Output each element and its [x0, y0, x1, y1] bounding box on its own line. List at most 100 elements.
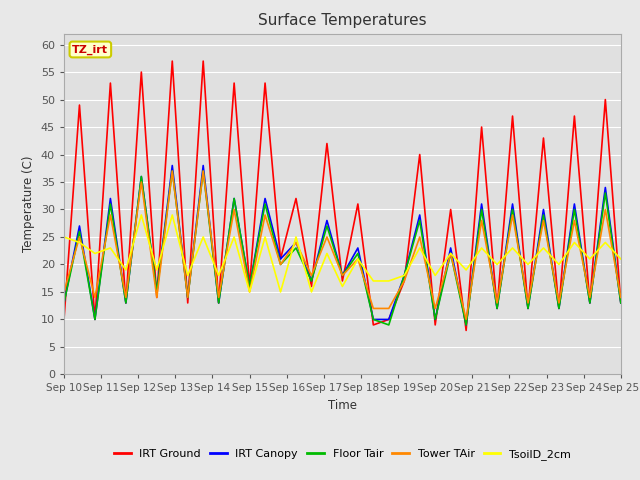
IRT Canopy: [60, 300, 68, 306]
Tower TAir: [431, 306, 439, 312]
TsoilD_2cm: [276, 289, 284, 295]
IRT Canopy: [416, 212, 424, 218]
Tower TAir: [230, 206, 238, 212]
IRT Canopy: [91, 316, 99, 322]
IRT Ground: [354, 201, 362, 207]
Floor Tair: [555, 306, 563, 312]
IRT Canopy: [215, 300, 223, 306]
Tower TAir: [106, 212, 115, 218]
Tower TAir: [540, 217, 547, 223]
Tower TAir: [308, 273, 316, 278]
IRT Ground: [401, 278, 408, 284]
Floor Tair: [168, 168, 176, 174]
Tower TAir: [91, 295, 99, 300]
IRT Ground: [524, 306, 532, 312]
IRT Ground: [106, 80, 115, 86]
Line: Tower TAir: Tower TAir: [64, 171, 621, 319]
IRT Ground: [586, 300, 594, 306]
TsoilD_2cm: [184, 273, 191, 278]
Legend: IRT Ground, IRT Canopy, Floor Tair, Tower TAir, TsoilD_2cm: IRT Ground, IRT Canopy, Floor Tair, Towe…: [109, 444, 575, 464]
Floor Tair: [308, 278, 316, 284]
Tower TAir: [602, 206, 609, 212]
Tower TAir: [168, 168, 176, 174]
Floor Tair: [292, 245, 300, 251]
Line: TsoilD_2cm: TsoilD_2cm: [64, 215, 621, 292]
Floor Tair: [106, 201, 115, 207]
Title: Surface Temperatures: Surface Temperatures: [258, 13, 427, 28]
Tower TAir: [354, 256, 362, 262]
IRT Ground: [215, 300, 223, 306]
IRT Ground: [477, 124, 485, 130]
Floor Tair: [184, 295, 191, 300]
Tower TAir: [416, 234, 424, 240]
TsoilD_2cm: [416, 245, 424, 251]
IRT Canopy: [246, 284, 253, 289]
Floor Tair: [354, 251, 362, 256]
IRT Ground: [509, 113, 516, 119]
IRT Canopy: [617, 300, 625, 306]
IRT Canopy: [153, 289, 161, 295]
Floor Tair: [369, 316, 377, 322]
Tower TAir: [555, 300, 563, 306]
IRT Canopy: [230, 196, 238, 202]
Tower TAir: [493, 300, 501, 306]
IRT Ground: [184, 300, 191, 306]
Floor Tair: [91, 316, 99, 322]
IRT Ground: [230, 80, 238, 86]
TsoilD_2cm: [153, 267, 161, 273]
Floor Tair: [524, 306, 532, 312]
Floor Tair: [540, 212, 547, 218]
IRT Canopy: [292, 240, 300, 245]
Tower TAir: [339, 273, 346, 278]
IRT Ground: [462, 327, 470, 333]
IRT Ground: [447, 206, 454, 212]
IRT Ground: [339, 278, 346, 284]
IRT Canopy: [462, 322, 470, 328]
Floor Tair: [215, 300, 223, 306]
IRT Canopy: [323, 217, 331, 223]
Line: IRT Canopy: IRT Canopy: [64, 166, 621, 325]
IRT Canopy: [168, 163, 176, 168]
Floor Tair: [571, 206, 579, 212]
Tower TAir: [246, 289, 253, 295]
Tower TAir: [447, 251, 454, 256]
Tower TAir: [122, 295, 130, 300]
IRT Ground: [153, 295, 161, 300]
TsoilD_2cm: [354, 256, 362, 262]
IRT Ground: [308, 284, 316, 289]
TsoilD_2cm: [215, 273, 223, 278]
TsoilD_2cm: [323, 251, 331, 256]
Floor Tair: [153, 289, 161, 295]
TsoilD_2cm: [246, 289, 253, 295]
Tower TAir: [184, 295, 191, 300]
Floor Tair: [586, 300, 594, 306]
IRT Ground: [168, 58, 176, 64]
IRT Canopy: [122, 300, 130, 306]
TsoilD_2cm: [200, 234, 207, 240]
IRT Canopy: [106, 196, 115, 202]
IRT Ground: [602, 96, 609, 102]
TsoilD_2cm: [60, 234, 68, 240]
IRT Canopy: [493, 306, 501, 312]
IRT Ground: [76, 102, 83, 108]
TsoilD_2cm: [369, 278, 377, 284]
TsoilD_2cm: [447, 251, 454, 256]
IRT Canopy: [586, 300, 594, 306]
IRT Canopy: [354, 245, 362, 251]
IRT Canopy: [76, 223, 83, 229]
IRT Ground: [276, 256, 284, 262]
TsoilD_2cm: [401, 273, 408, 278]
Tower TAir: [323, 234, 331, 240]
TsoilD_2cm: [230, 234, 238, 240]
Tower TAir: [586, 295, 594, 300]
TsoilD_2cm: [385, 278, 392, 284]
Tower TAir: [617, 295, 625, 300]
Tower TAir: [292, 240, 300, 245]
IRT Canopy: [540, 206, 547, 212]
X-axis label: Time: Time: [328, 399, 357, 412]
IRT Ground: [200, 58, 207, 64]
IRT Canopy: [184, 295, 191, 300]
Floor Tair: [462, 322, 470, 328]
TsoilD_2cm: [261, 234, 269, 240]
IRT Ground: [91, 316, 99, 322]
